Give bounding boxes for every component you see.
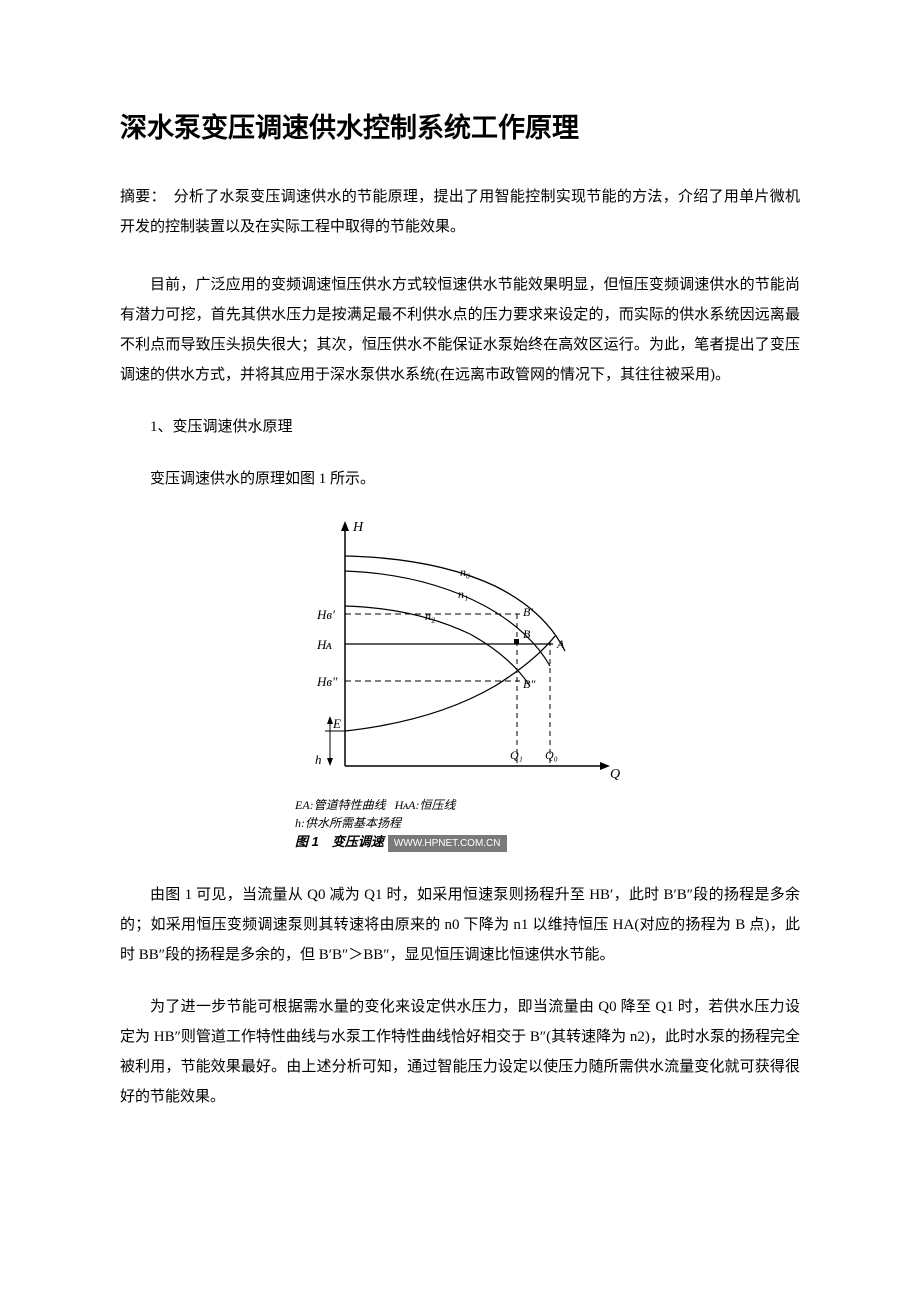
label-B2: B" — [523, 677, 536, 691]
abstract-label: 摘要： — [120, 189, 158, 205]
figure-1-container: H Q h n₀ n₁ n₂ — [120, 516, 800, 852]
figure-1-svg: H Q h n₀ n₁ n₂ — [295, 516, 625, 796]
figure-caption-title-row: 图 1 变压调速WWW.HPNET.COM.CN — [295, 832, 625, 852]
watermark-badge: WWW.HPNET.COM.CN — [388, 835, 507, 852]
paragraph-4: 为了进一步节能可根据需水量的变化来设定供水压力，即当流量由 Q0 降至 Q1 时… — [120, 992, 800, 1112]
label-n1: n₁ — [458, 587, 468, 601]
label-HB2: Hв" — [316, 674, 338, 689]
label-Q1: Q₁ — [510, 748, 523, 762]
label-B: B — [523, 627, 531, 641]
label-Q0: Q₀ — [545, 748, 558, 762]
paragraph-2: 变压调速供水的原理如图 1 所示。 — [120, 464, 800, 494]
caption1a: EA:管道特性曲线 — [295, 798, 386, 812]
label-HA: Hᴀ — [316, 637, 332, 652]
paragraph-3: 由图 1 可见，当流量从 Q0 减为 Q1 时，如采用恒速泵则扬程升至 HB′，… — [120, 880, 800, 970]
label-n0: n₀ — [460, 565, 470, 579]
section-heading-1: 1、变压调速供水原理 — [120, 412, 800, 442]
label-Q: Q — [610, 767, 620, 782]
figure-caption-2: h:供水所需基本扬程 — [295, 814, 625, 832]
abstract-text: 分析了水泵变压调速供水的节能原理，提出了用智能控制实现节能的方法，介绍了用单片微… — [120, 189, 800, 235]
label-HB1: Hв' — [316, 607, 335, 622]
label-A: A — [556, 637, 565, 651]
document-title: 深水泵变压调速供水控制系统工作原理 — [120, 110, 800, 148]
abstract-block: 摘要： 分析了水泵变压调速供水的节能原理，提出了用智能控制实现节能的方法，介绍了… — [120, 182, 800, 242]
label-B1: B' — [523, 605, 533, 619]
figure-title: 图 1 变压调速 — [295, 832, 384, 852]
label-H: H — [352, 520, 364, 535]
label-h: h — [315, 752, 322, 767]
label-E: E — [332, 716, 341, 731]
caption1b: HᴀA:恒压线 — [395, 798, 456, 812]
figure-caption-1: EA:管道特性曲线 HᴀA:恒压线 — [295, 796, 625, 814]
label-n2: n₂ — [425, 609, 435, 623]
paragraph-1: 目前，广泛应用的变频调速恒压供水方式较恒速供水节能效果明显，但恒压变频调速供水的… — [120, 270, 800, 390]
document-page: 深水泵变压调速供水控制系统工作原理 摘要： 分析了水泵变压调速供水的节能原理，提… — [0, 0, 920, 1302]
